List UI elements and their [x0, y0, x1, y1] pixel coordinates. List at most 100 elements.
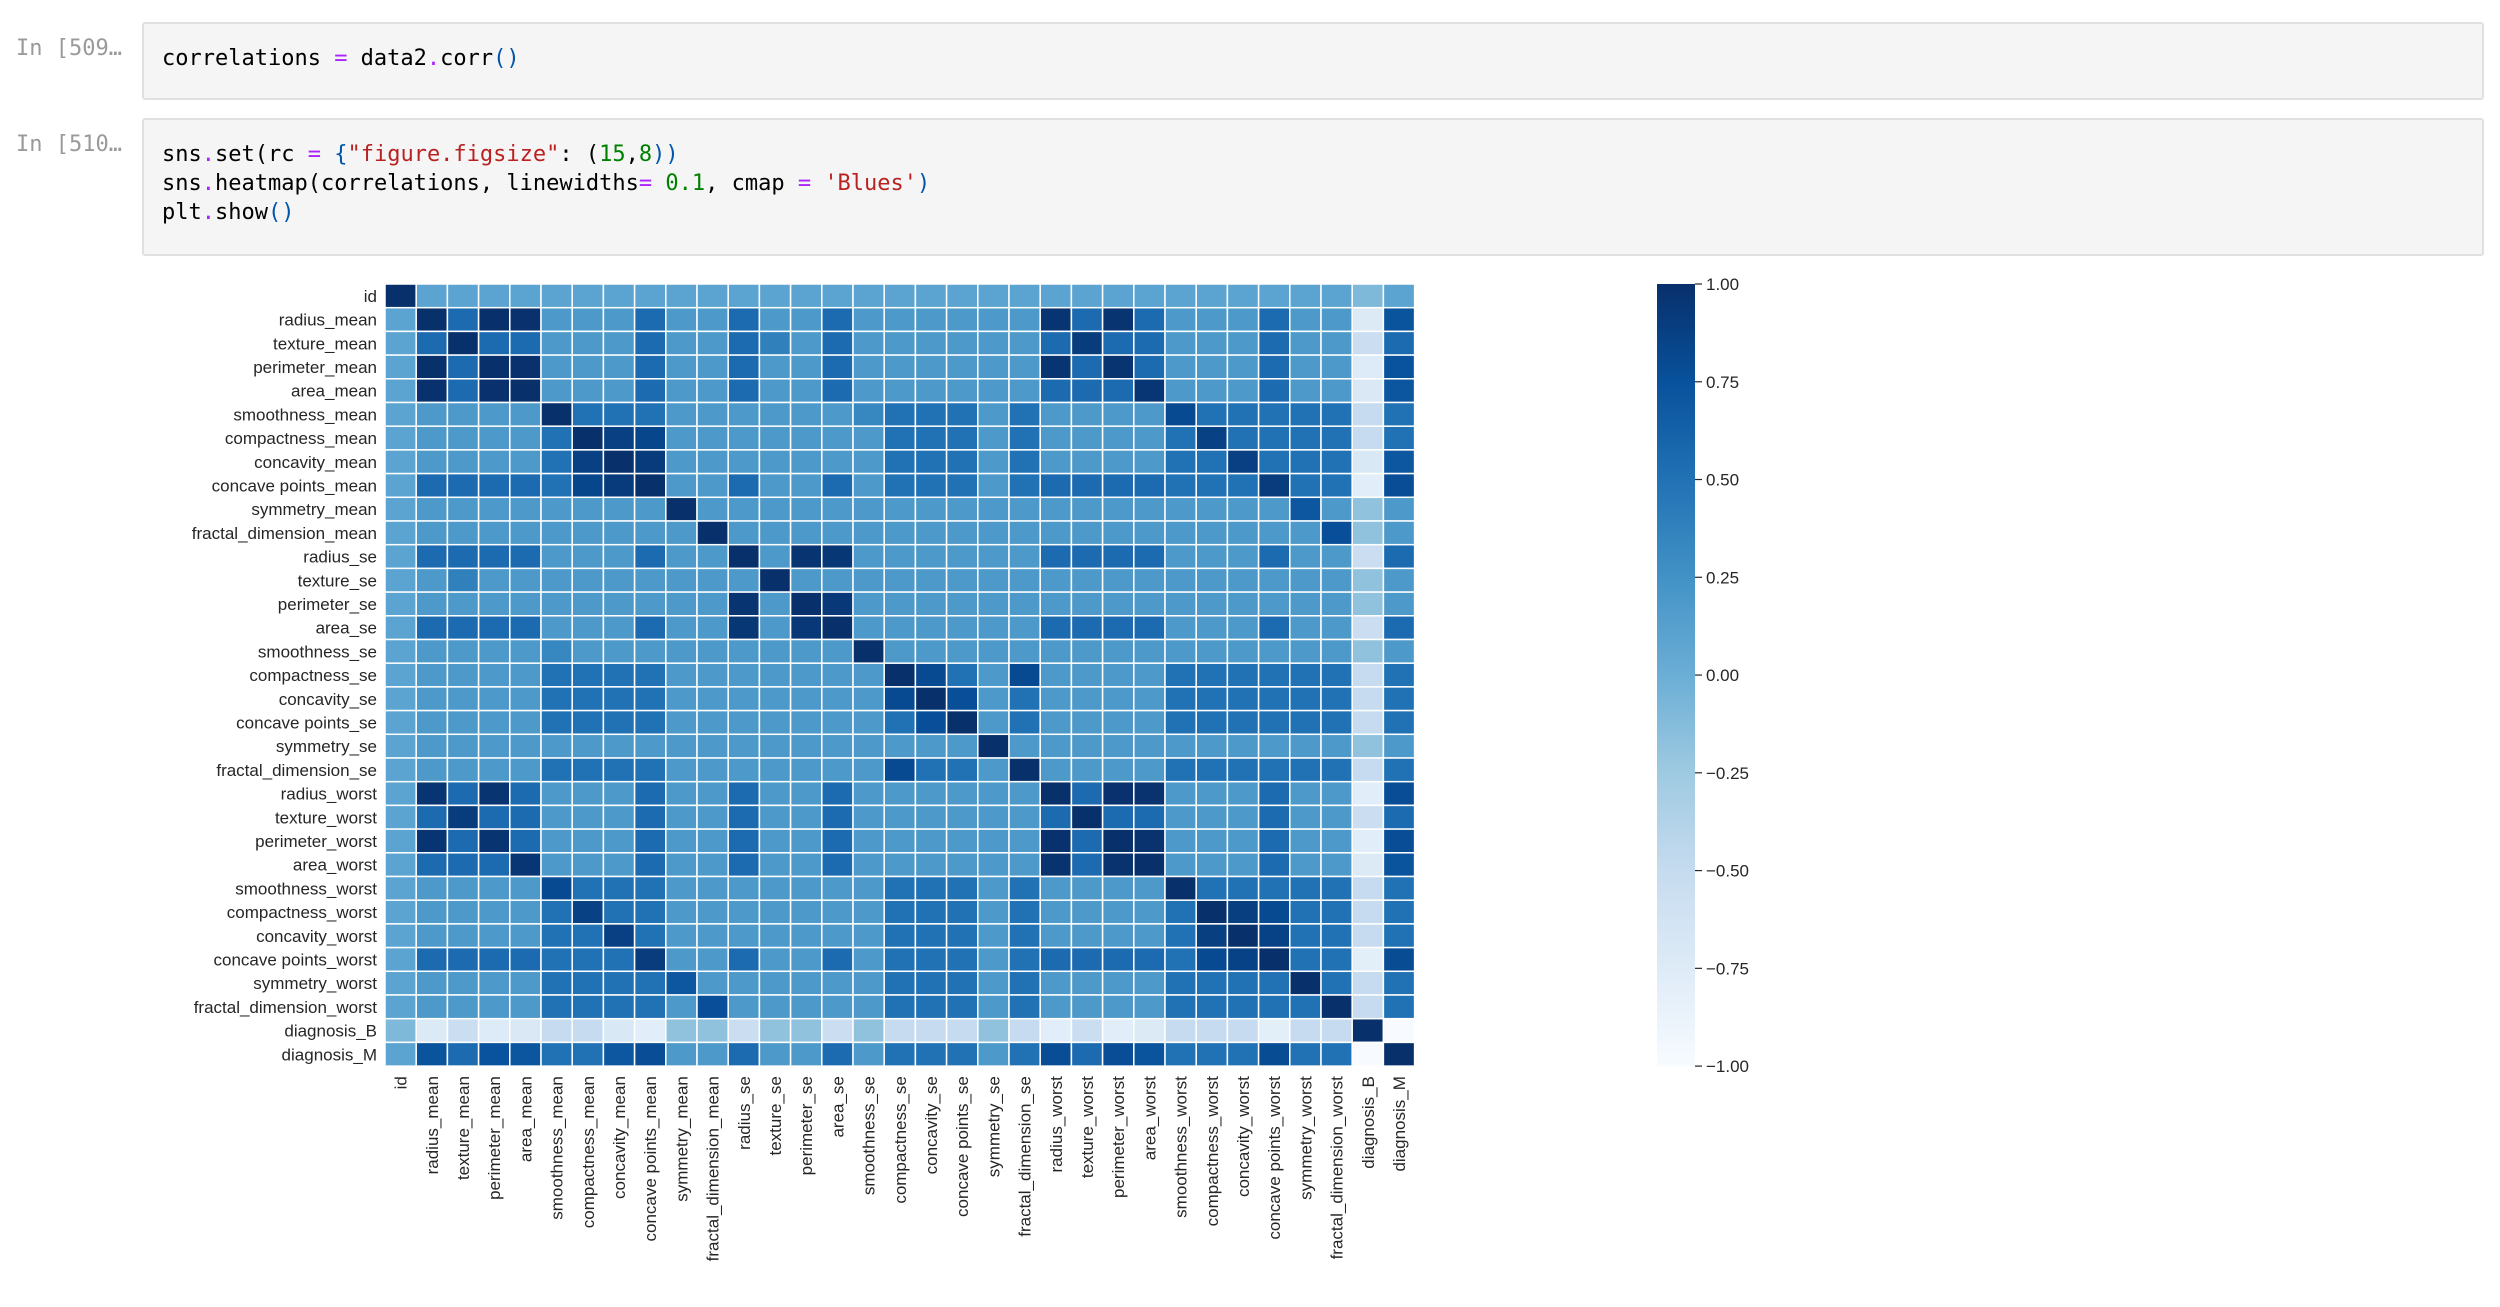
heatmap-cell — [384, 496, 417, 522]
heatmap-cell — [1382, 615, 1416, 641]
heatmap-cell — [1351, 852, 1385, 878]
heatmap-cell — [446, 875, 480, 901]
heatmap-cell — [446, 804, 480, 830]
heatmap-cell — [1008, 733, 1041, 759]
code-editor[interactable]: sns.set(rc = {"figure.figsize": (15,8)) … — [144, 120, 2482, 247]
heatmap-cell — [758, 757, 792, 783]
heatmap-cell — [852, 899, 885, 925]
heatmap-cell — [1195, 899, 1229, 925]
heatmap-cell — [415, 615, 449, 641]
heatmap-cell — [1070, 449, 1104, 475]
y-tick-label: texture_worst — [275, 808, 377, 827]
heatmap-cell — [1133, 946, 1166, 973]
heatmap-cell — [1351, 283, 1385, 309]
heatmap-cell — [1289, 354, 1322, 380]
heatmap-cell — [446, 496, 480, 522]
heatmap-cell — [1101, 567, 1135, 593]
heatmap-cell — [821, 615, 854, 641]
heatmap-cell — [602, 543, 636, 570]
heatmap-cell — [415, 449, 449, 475]
heatmap-cell — [602, 425, 636, 451]
y-tick-label: compactness_mean — [225, 429, 377, 448]
heatmap-cell — [1008, 899, 1041, 925]
heatmap-cell — [914, 828, 948, 854]
heatmap-cell — [1289, 828, 1322, 854]
heatmap-cell — [1320, 662, 1353, 688]
y-tick-label: fractal_dimension_worst — [194, 998, 378, 1017]
code-input-area[interactable]: sns.set(rc = {"figure.figsize": (15,8)) … — [142, 118, 2484, 256]
heatmap-cell — [446, 780, 480, 807]
heatmap-cell — [821, 946, 854, 973]
heatmap-cell — [758, 354, 792, 380]
heatmap-cell — [727, 401, 761, 427]
y-tick-label: id — [364, 287, 377, 306]
heatmap-cell — [1133, 757, 1166, 783]
heatmap-cell — [509, 449, 542, 475]
heatmap-cell — [1382, 638, 1416, 664]
code-token — [811, 171, 824, 196]
heatmap-cell — [945, 733, 979, 759]
heatmap-cell — [1133, 638, 1166, 664]
heatmap-cell — [540, 828, 573, 854]
heatmap-cell — [758, 283, 792, 309]
heatmap-cell — [1351, 1041, 1385, 1067]
y-tick-label: radius_mean — [279, 311, 377, 330]
heatmap-cell — [696, 615, 729, 641]
heatmap-cell — [665, 283, 698, 309]
heatmap-cell — [758, 686, 792, 712]
heatmap-cell — [1039, 970, 1073, 996]
heatmap-cell — [977, 875, 1010, 901]
heatmap-cell — [1257, 875, 1291, 901]
heatmap-cell — [883, 709, 917, 736]
heatmap-cell — [1008, 543, 1041, 570]
heatmap-cell — [509, 875, 542, 901]
heatmap-cell — [384, 330, 417, 356]
heatmap-cell — [727, 662, 761, 688]
code-editor[interactable]: correlations = data2.corr() — [144, 24, 2482, 93]
heatmap-cell — [571, 638, 605, 664]
y-tick-label: perimeter_se — [278, 595, 377, 614]
heatmap-cell — [415, 354, 449, 380]
heatmap-cell — [1164, 1017, 1197, 1044]
heatmap-cell — [1226, 543, 1260, 570]
x-tick-label: texture_se — [766, 1076, 785, 1155]
heatmap-cell — [727, 567, 761, 593]
heatmap-cell — [1320, 567, 1353, 593]
heatmap-cell — [1320, 449, 1353, 475]
heatmap-cell — [665, 1041, 698, 1067]
code-input-area[interactable]: correlations = data2.corr() — [142, 22, 2484, 100]
heatmap-cell — [1226, 946, 1260, 973]
heatmap-cell — [665, 780, 698, 807]
heatmap-cell — [883, 780, 917, 807]
heatmap-cell — [945, 615, 979, 641]
heatmap-cell — [1070, 804, 1104, 830]
heatmap-cell — [852, 970, 885, 996]
heatmap-cell — [945, 946, 979, 973]
heatmap-cell — [758, 709, 792, 736]
heatmap-cell — [509, 472, 542, 499]
heatmap-cell — [1289, 425, 1322, 451]
heatmap-cell — [945, 283, 979, 309]
heatmap-cell — [1039, 662, 1073, 688]
heatmap-cell — [509, 520, 542, 546]
heatmap-cell — [540, 638, 573, 664]
heatmap-cell — [1070, 638, 1104, 664]
heatmap-cell — [1257, 757, 1291, 783]
code-token: data2 — [347, 46, 427, 71]
heatmap-cell — [914, 875, 948, 901]
heatmap-cell — [446, 638, 480, 664]
heatmap-cell — [1351, 780, 1385, 807]
heatmap-cell — [1226, 283, 1260, 309]
heatmap-cell — [1257, 638, 1291, 664]
heatmap-cell — [477, 543, 511, 570]
heatmap-cell — [665, 899, 698, 925]
heatmap-cell — [540, 472, 573, 499]
heatmap-cell — [415, 401, 449, 427]
cell-prompt: In [509… — [16, 36, 122, 61]
heatmap-cell — [1226, 804, 1260, 830]
heatmap-cell — [446, 543, 480, 570]
heatmap-cell — [633, 875, 667, 901]
heatmap-cell — [945, 899, 979, 925]
heatmap-cell — [540, 401, 573, 427]
heatmap-cell — [821, 899, 854, 925]
